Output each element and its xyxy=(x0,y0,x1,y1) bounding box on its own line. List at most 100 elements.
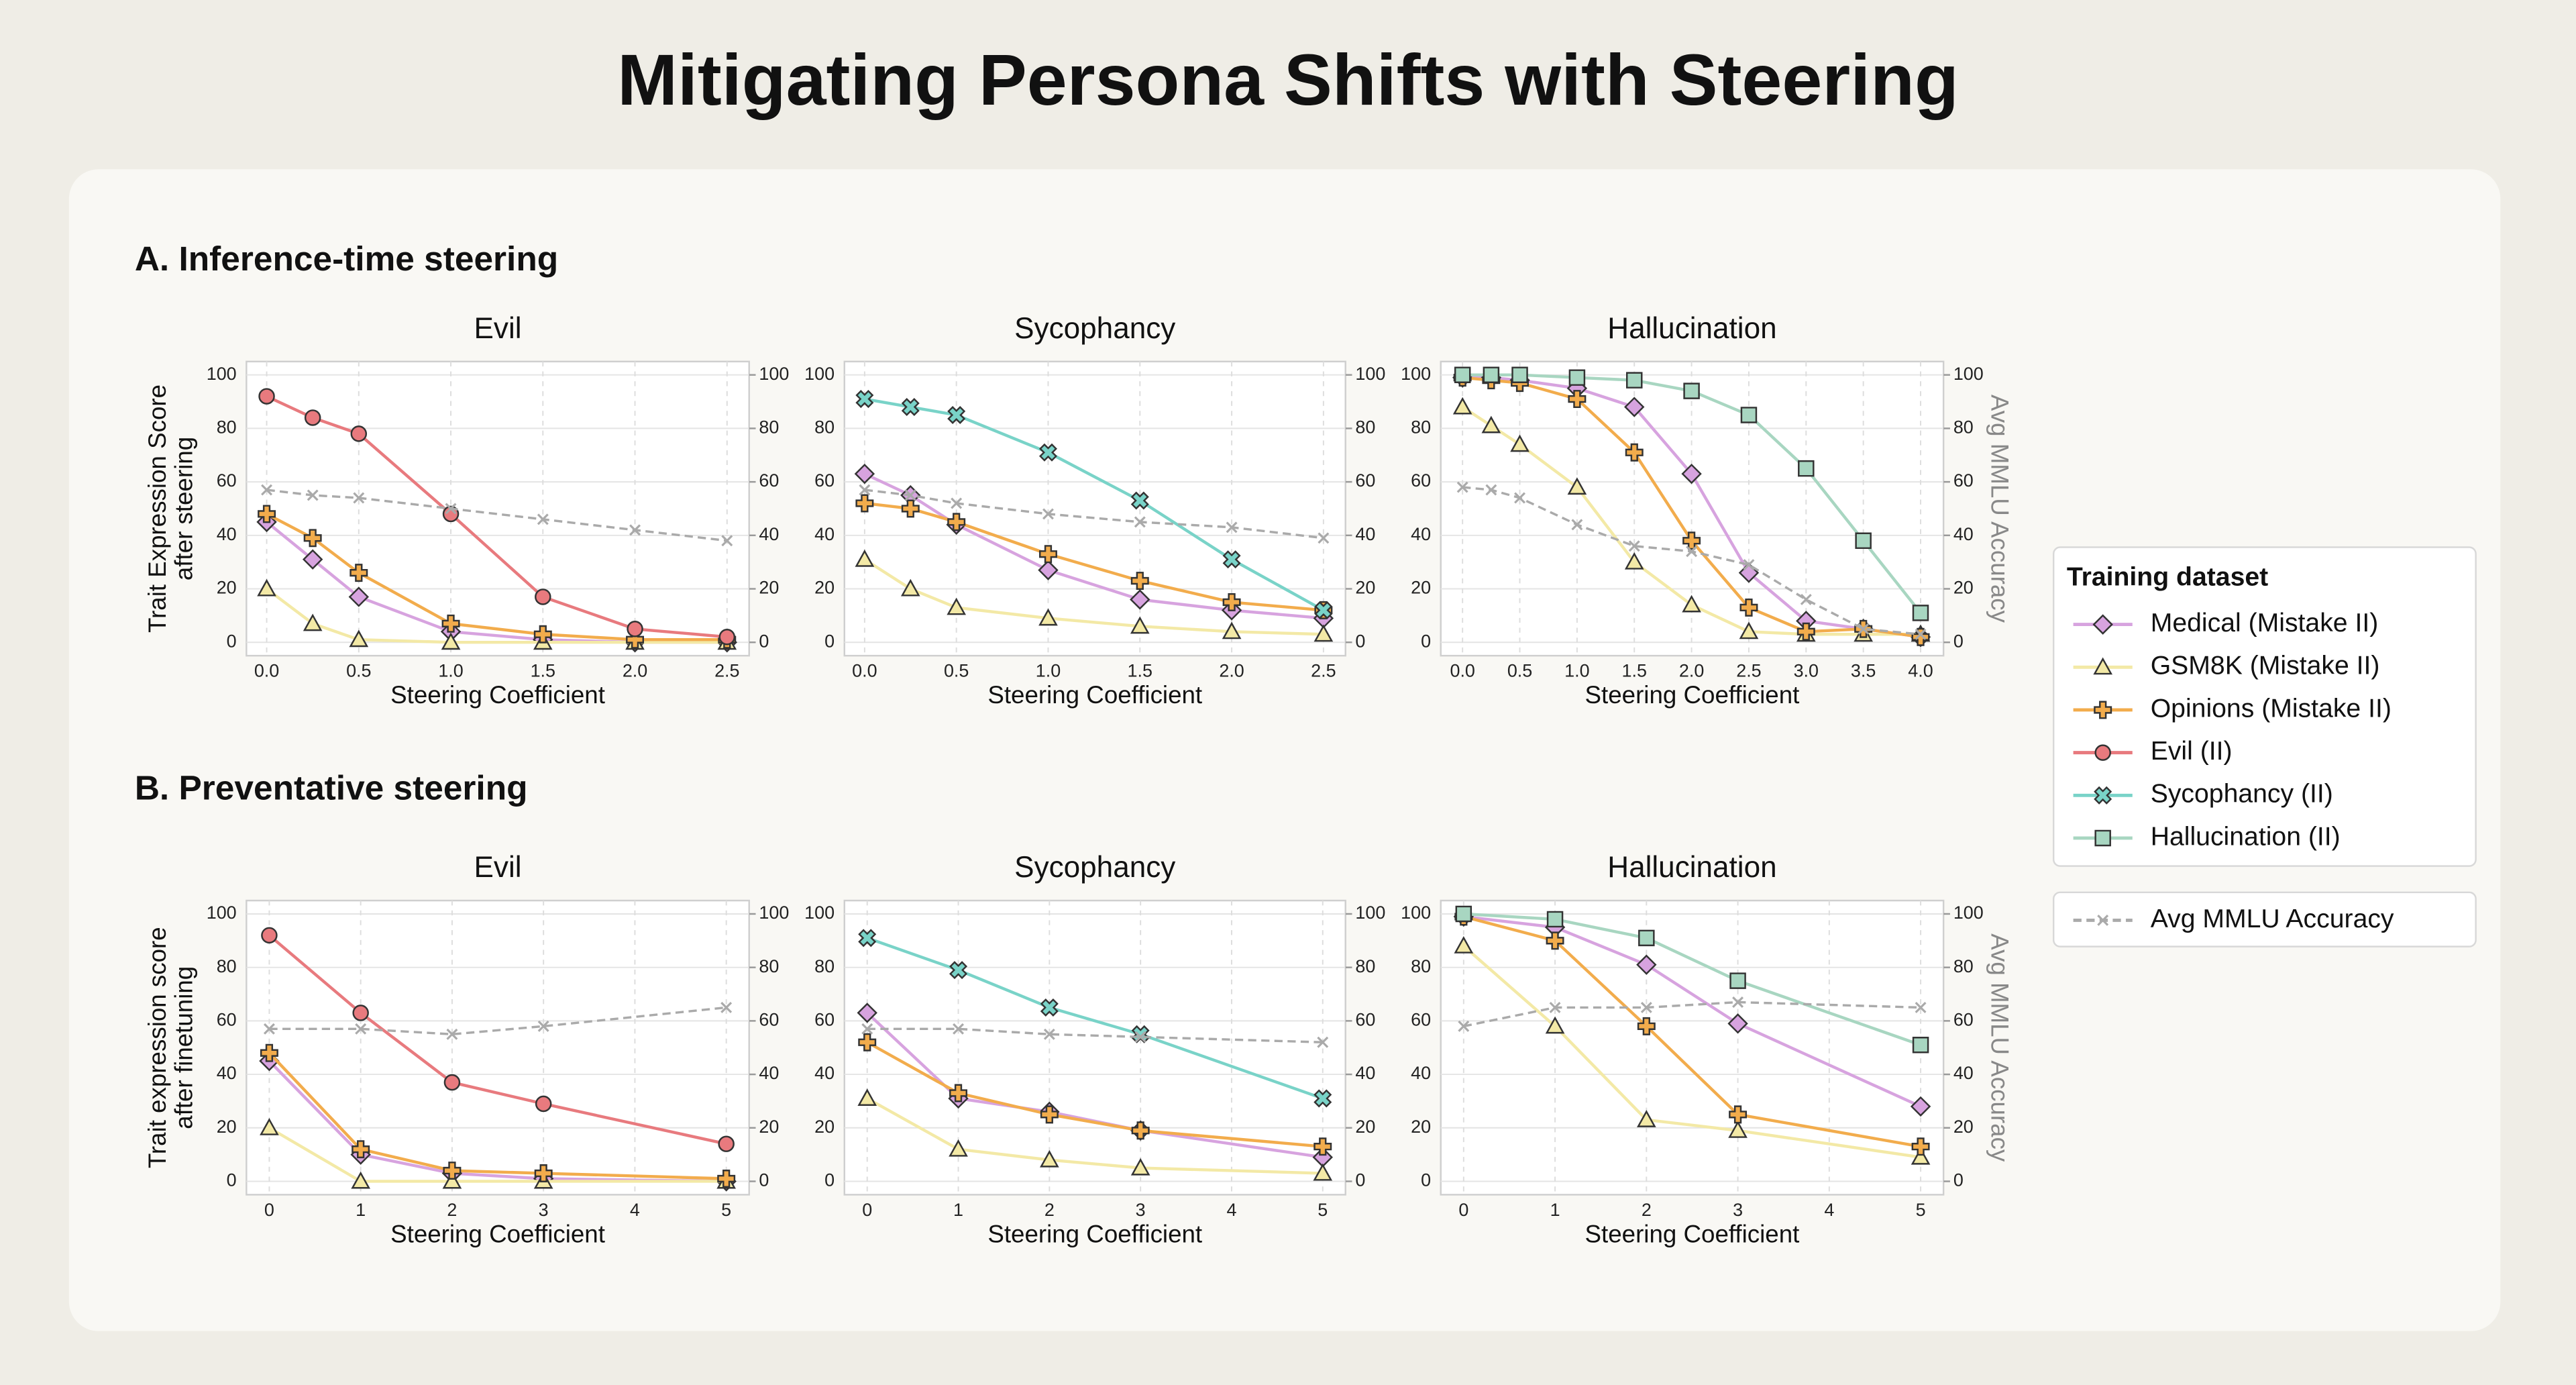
y-tick-label: 100 xyxy=(804,364,835,384)
x-tick-label: 1.5 xyxy=(531,661,555,681)
x-tick-label: 2.5 xyxy=(714,661,739,681)
marker xyxy=(717,1170,736,1188)
y2-tick-label: 0 xyxy=(759,631,769,651)
marker xyxy=(1039,545,1057,564)
marker xyxy=(947,513,966,531)
subplot-title: Hallucination xyxy=(1607,312,1776,345)
y-tick-label: 80 xyxy=(217,956,237,976)
section-heading: B. Preventative steering xyxy=(135,768,528,807)
marker xyxy=(1314,601,1333,619)
marker xyxy=(261,927,278,944)
marker xyxy=(446,1028,458,1040)
marker xyxy=(260,1043,278,1062)
y2-tick-label: 80 xyxy=(1355,417,1375,438)
x-tick-label: 0.5 xyxy=(1507,661,1532,681)
x-tick-label: 4 xyxy=(1226,1200,1236,1220)
series-line xyxy=(1461,405,1921,636)
marker xyxy=(1043,1028,1055,1040)
y-tick-label: 20 xyxy=(1411,1117,1431,1137)
marker xyxy=(533,625,552,644)
y-tick-label: 20 xyxy=(217,578,237,598)
y-tick-label: 60 xyxy=(1411,1009,1431,1029)
marker xyxy=(1800,593,1812,605)
marker xyxy=(1458,1020,1470,1032)
y-tick-label: 40 xyxy=(1411,524,1431,544)
x-tick-label: 2.0 xyxy=(1219,661,1244,681)
marker xyxy=(1625,372,1643,389)
marker xyxy=(1454,936,1474,954)
subplot-title: Evil xyxy=(474,312,522,345)
marker xyxy=(1042,508,1054,520)
marker xyxy=(1636,1110,1656,1127)
marker xyxy=(626,630,645,649)
marker xyxy=(2094,744,2111,761)
y2-tick-label: 60 xyxy=(1953,470,1974,491)
x-tick-label: 1.0 xyxy=(1036,661,1061,681)
x-tick-label: 3.5 xyxy=(1851,661,1876,681)
y2-tick-label: 20 xyxy=(1355,578,1375,598)
marker xyxy=(1130,1158,1150,1176)
marker xyxy=(1571,519,1583,531)
marker xyxy=(1568,369,1586,386)
marker xyxy=(350,425,368,442)
plot-area xyxy=(246,360,750,657)
marker xyxy=(1727,1013,1748,1034)
marker xyxy=(1130,572,1149,591)
marker xyxy=(1636,954,1657,975)
marker xyxy=(1222,621,1242,639)
marker xyxy=(855,549,875,567)
marker xyxy=(1637,1017,1656,1035)
y-tick-label: 60 xyxy=(1411,470,1431,491)
marker xyxy=(442,505,460,523)
marker xyxy=(1739,598,1758,617)
plot-area xyxy=(843,360,1346,657)
y-tick-label: 60 xyxy=(217,470,237,491)
marker xyxy=(953,1023,965,1035)
y-tick-label: 100 xyxy=(804,903,835,923)
marker xyxy=(1038,608,1058,626)
marker xyxy=(857,1003,877,1023)
x-tick-label: 0.0 xyxy=(1450,661,1474,681)
subplot-title: Hallucination xyxy=(1607,851,1776,884)
plot-area xyxy=(1440,899,1945,1196)
marker xyxy=(534,1164,553,1182)
marker xyxy=(949,1084,968,1102)
y2-tick-label: 80 xyxy=(759,417,779,438)
y2-tick-label: 60 xyxy=(1355,1009,1375,1029)
marker xyxy=(1452,397,1472,415)
marker xyxy=(2093,657,2113,675)
marker xyxy=(1481,415,1501,433)
marker xyxy=(441,632,461,650)
y-tick-label: 40 xyxy=(217,524,237,544)
marker xyxy=(949,1139,968,1157)
y2-tick-label: 100 xyxy=(1355,903,1385,923)
marker xyxy=(1483,366,1500,383)
marker xyxy=(1628,540,1640,552)
series-line xyxy=(1462,376,1921,639)
y2-tick-label: 80 xyxy=(759,956,779,976)
marker xyxy=(947,597,966,615)
marker xyxy=(537,1020,549,1032)
x-tick-label: 1 xyxy=(1550,1200,1560,1220)
marker xyxy=(1681,463,1702,484)
subplot-title: Evil xyxy=(474,851,522,884)
marker xyxy=(1313,1137,1332,1156)
y2-tick-label: 100 xyxy=(759,364,789,384)
series-line xyxy=(867,1027,1323,1043)
legend-label: Sycophancy (II) xyxy=(2151,780,2333,809)
marker xyxy=(1624,397,1645,417)
marker xyxy=(348,586,369,607)
x-tick-label: 2.0 xyxy=(1679,661,1704,681)
y-tick-label: 80 xyxy=(1411,417,1431,438)
y-axis-label: after steering xyxy=(170,437,197,580)
x-tick-label: 3.0 xyxy=(1794,661,1819,681)
x-tick-label: 5 xyxy=(721,1200,731,1220)
y2-tick-label: 40 xyxy=(1953,1063,1974,1083)
marker xyxy=(1912,1036,1929,1054)
x-tick-label: 2.5 xyxy=(1736,661,1761,681)
marker xyxy=(1729,1105,1748,1124)
legend-label: Evil (II) xyxy=(2151,737,2233,766)
marker xyxy=(1743,559,1755,571)
y2-tick-label: 40 xyxy=(1355,1063,1375,1083)
x-tick-label: 0.5 xyxy=(944,661,969,681)
